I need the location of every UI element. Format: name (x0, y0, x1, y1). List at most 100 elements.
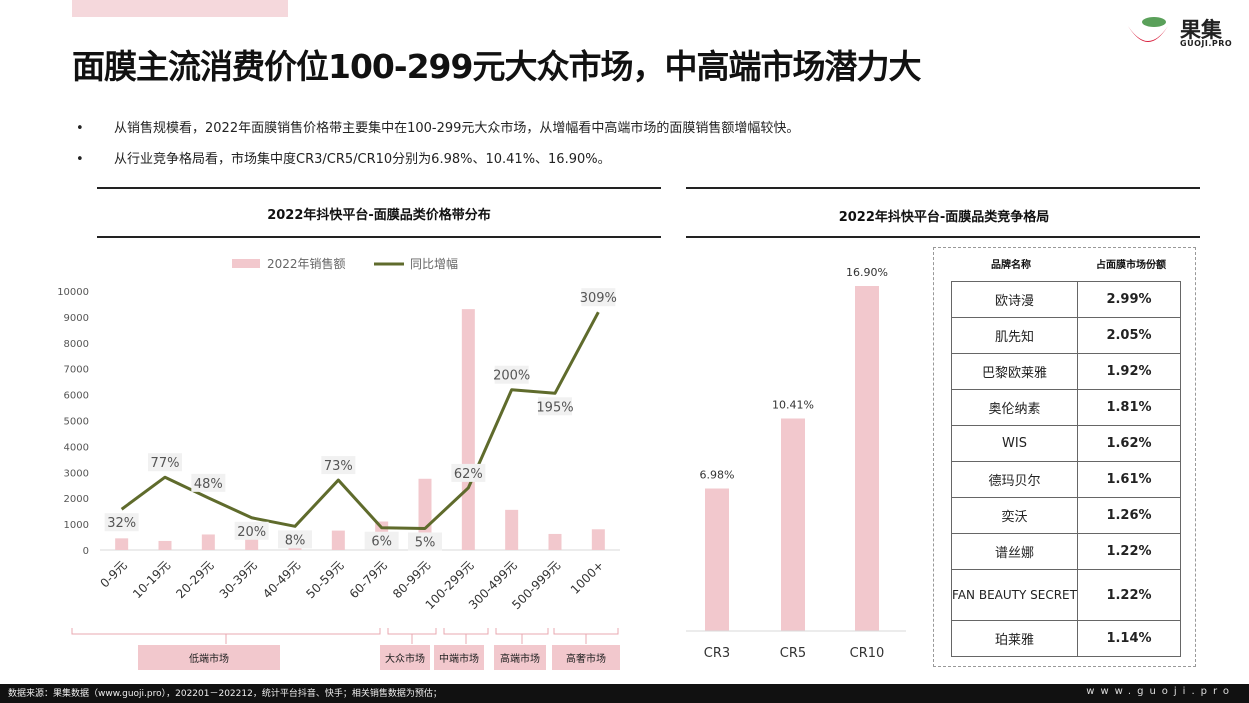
growth-label-bg (278, 530, 312, 549)
y-tick-label: 3000 (64, 468, 89, 479)
sales-bar (158, 540, 172, 550)
x-tick-label: 10-19元 (130, 558, 173, 601)
bullet-text: 从行业竞争格局看，市场集中度CR3/CR5/CR10分别为6.98%、10.41… (114, 152, 611, 167)
brand-share-cell: 2.99% (1077, 281, 1181, 318)
brand-share-cell: 1.22% (1077, 533, 1181, 570)
left-panel-top-rule (97, 187, 661, 189)
brand-share-cell: 2.05% (1077, 317, 1181, 354)
sales-bar (115, 538, 129, 550)
table-row: 巴黎欧莱雅 1.92% (951, 353, 1181, 390)
cr-category-label: CR3 (704, 646, 730, 660)
cr-value-label: 16.90% (846, 266, 888, 279)
table-row: 奕沃 1.26% (951, 497, 1181, 534)
table-header-share: 占面膜市场份额 (1096, 260, 1166, 271)
brand-name-cell: 巴黎欧莱雅 (951, 353, 1078, 390)
brand-share-table: 欧诗漫 2.99% 肌先知 2.05% 巴黎欧莱雅 1.92% 奥伦纳素 1.81% WIS 1.… (951, 281, 1181, 657)
table-row: 谱丝娜 1.22% (951, 533, 1181, 570)
legend-swatch-sales (232, 259, 260, 268)
cr-bar (781, 418, 805, 631)
cr-value-label: 6.98% (700, 469, 735, 482)
y-tick-label: 4000 (64, 442, 89, 453)
y-tick-label: 7000 (64, 365, 89, 376)
x-tick-label: 80-99元 (390, 558, 433, 601)
x-tick-label: 40-49元 (260, 558, 303, 601)
growth-label: 48% (194, 477, 223, 492)
growth-label: 200% (493, 369, 530, 384)
growth-label: 20% (237, 525, 266, 540)
segment-mass: 大众市场 (380, 645, 430, 670)
table-row: 珀莱雅 1.14% (951, 620, 1181, 657)
right-panel-title: 2022年抖快平台-面膜品类竞争格局 (838, 210, 1050, 225)
brand-name-cell: 欧诗漫 (951, 281, 1078, 318)
segment-low: 低端市场 (138, 645, 280, 670)
growth-label: 77% (151, 456, 180, 471)
x-tick-label: 50-59元 (303, 558, 346, 601)
y-tick-label: 1000 (64, 520, 89, 531)
logo-icon (1128, 17, 1168, 42)
sales-bar (548, 533, 562, 550)
brand-share-cell: 1.14% (1077, 620, 1181, 657)
brand-share-cell: 1.92% (1077, 353, 1181, 390)
table-row: 德玛贝尔 1.61% (951, 461, 1181, 498)
cr-bar (855, 286, 879, 631)
right-panel-top-rule (686, 187, 1200, 189)
x-tick-label: 0-9元 (98, 558, 130, 590)
brand-name-cell: 奕沃 (951, 497, 1078, 534)
brand-share-cell: 1.81% (1077, 389, 1181, 426)
cr-bar (705, 488, 729, 631)
cr-category-label: CR5 (780, 646, 806, 660)
sales-bar (331, 530, 345, 550)
logo-subtitle: GUOJI.PRO (1180, 39, 1233, 48)
growth-label-bg (321, 456, 356, 475)
growth-label-bg (104, 513, 139, 532)
page-title: 面膜主流消费价位100-299元大众市场，中高端市场潜力大 (72, 47, 921, 86)
growth-label: 8% (285, 533, 306, 548)
logo-name: 果集 (1180, 18, 1222, 42)
growth-label: 309% (580, 291, 617, 306)
table-header-brand: 品牌名称 (991, 260, 1031, 271)
table-row: WIS 1.62% (951, 425, 1181, 462)
y-tick-label: 5000 (64, 417, 89, 428)
growth-label-bg (364, 531, 399, 550)
bullet-2: • 从行业竞争格局看，市场集中度CR3/CR5/CR10分别为6.98%、10.4… (76, 152, 611, 167)
brand-name-cell: 肌先知 (951, 317, 1078, 354)
growth-label-bg (451, 463, 486, 482)
x-tick-label: 30-39元 (217, 558, 260, 601)
sales-bar (505, 509, 519, 550)
bullet-text: 从销售规模看，2022年面膜销售价格带主要集中在100-299元大众市场，从增幅… (114, 121, 800, 136)
x-tick-label: 60-79元 (347, 558, 390, 601)
brand-logo: 果集 GUOJI.PRO (1124, 12, 1232, 52)
brand-share-cell: 1.26% (1077, 497, 1181, 534)
growth-label-bg (191, 473, 226, 492)
top-accent-bar (72, 0, 288, 17)
table-row: 肌先知 2.05% (951, 317, 1181, 354)
legend-label-growth: 同比增幅 (410, 256, 458, 271)
y-tick-label: 8000 (64, 339, 89, 350)
segment-high: 高端市场 (494, 645, 546, 670)
table-row: FAN BEAUTY SECRET 1.22% (951, 569, 1181, 621)
sales-bar (201, 534, 215, 550)
data-source: 数据来源：果集数据（www.guoji.pro），202201－202212，统… (8, 689, 442, 699)
growth-label-bg (408, 532, 442, 551)
growth-label: 6% (371, 535, 392, 550)
footer-url: www.guoji.pro (1086, 686, 1235, 697)
bullet-1: • 从销售规模看，2022年面膜销售价格带主要集中在100-299元大众市场，从增… (76, 121, 800, 136)
growth-label-bg (538, 397, 572, 416)
brand-name-cell: FAN BEAUTY SECRET (951, 569, 1078, 621)
brand-name-cell: 珀莱雅 (951, 620, 1078, 657)
growth-label: 32% (107, 516, 136, 531)
growth-label-bg (494, 365, 529, 384)
price-band-chart: 2022年销售额 同比增幅 0 1000 2000 3000 4000 5000 6000 700… (57, 256, 620, 612)
table-row: 奥伦纳素 1.81% (951, 389, 1181, 426)
concentration-chart: 6.98% CR3 10.41% CR5 16.90% CR10 (686, 266, 906, 660)
x-tick-label: 1000+ (568, 558, 607, 597)
growth-label-bg (581, 288, 616, 307)
growth-line (120, 311, 600, 530)
sales-bar (461, 309, 475, 550)
brand-name-cell: WIS (951, 425, 1078, 462)
growth-label-bg (148, 453, 182, 472)
brand-share-cell: 1.62% (1077, 425, 1181, 462)
cr-category-label: CR10 (850, 646, 885, 660)
sales-bar (591, 529, 605, 550)
brand-name-cell: 德玛贝尔 (951, 461, 1078, 498)
